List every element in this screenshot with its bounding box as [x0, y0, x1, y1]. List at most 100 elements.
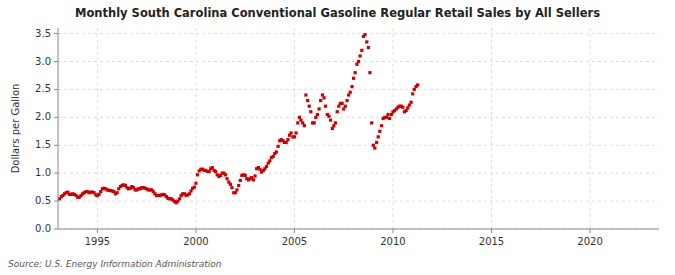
points	[58, 33, 419, 204]
point	[277, 145, 280, 148]
point	[365, 40, 368, 43]
point	[406, 106, 409, 109]
point	[358, 54, 361, 57]
y-tick-label: 1.5	[35, 139, 51, 150]
point	[370, 121, 373, 124]
y-grid-line	[58, 33, 659, 34]
point	[196, 173, 199, 176]
x-tick	[294, 229, 295, 233]
y-tick-label: 2.0	[35, 111, 51, 122]
x-grid-line	[491, 28, 492, 229]
y-tick-label: 3.0	[35, 56, 51, 67]
x-axis: 199520002005201020152020	[85, 229, 603, 247]
point	[252, 178, 255, 181]
point	[350, 85, 353, 88]
x-grid-line	[590, 28, 591, 229]
point	[349, 91, 352, 94]
point	[299, 119, 302, 122]
point	[319, 99, 322, 102]
point	[304, 93, 307, 96]
point	[390, 113, 393, 116]
point	[97, 193, 100, 196]
point	[416, 83, 419, 86]
point	[332, 124, 335, 127]
y-axis-label: Dollars per Gallon	[10, 84, 21, 174]
point	[354, 71, 357, 74]
point	[355, 63, 358, 66]
point	[347, 93, 350, 96]
point	[303, 124, 306, 127]
point	[336, 110, 339, 113]
y-tick-label: 0.5	[35, 195, 51, 206]
point	[377, 135, 380, 138]
y-axis-line	[58, 28, 59, 229]
point	[244, 174, 247, 177]
x-grid-line	[294, 28, 295, 229]
point	[337, 105, 340, 108]
point	[194, 182, 197, 185]
x-tick	[195, 229, 196, 233]
point	[235, 188, 238, 191]
y-axis: 0.00.51.01.52.02.53.03.5	[35, 28, 58, 234]
point	[331, 127, 334, 130]
x-tick-label: 2020	[577, 236, 602, 247]
point	[411, 92, 414, 95]
point	[327, 115, 330, 118]
annotation: Source: U.S. Energy Information Administ…	[8, 259, 222, 269]
point	[275, 150, 278, 153]
point	[386, 113, 389, 116]
point	[193, 186, 196, 189]
point	[225, 177, 228, 180]
point	[224, 173, 227, 176]
y-tick	[54, 201, 58, 202]
point	[99, 190, 102, 193]
point	[234, 191, 237, 194]
point	[341, 102, 344, 105]
point	[298, 116, 301, 119]
point	[208, 170, 211, 173]
point	[372, 144, 375, 147]
point	[344, 105, 347, 108]
point	[334, 121, 337, 124]
point	[324, 105, 327, 108]
point	[352, 77, 355, 80]
point	[413, 88, 416, 91]
point	[306, 99, 309, 102]
y-tick-label: 0.0	[35, 223, 51, 234]
point	[214, 170, 217, 173]
x-grid-line	[195, 28, 196, 229]
chart: 0.00.51.01.52.02.53.03.51995200020052010…	[0, 0, 675, 275]
y-tick-label: 2.5	[35, 83, 51, 94]
x-grid-line	[97, 28, 98, 229]
point	[317, 107, 320, 110]
point	[316, 113, 319, 116]
point	[239, 179, 242, 182]
point	[388, 117, 391, 120]
point	[308, 105, 311, 108]
point	[373, 146, 376, 149]
point	[345, 99, 348, 102]
point	[408, 103, 411, 106]
point	[301, 121, 304, 124]
y-tick	[54, 33, 58, 34]
x-axis-line	[58, 229, 659, 230]
point	[116, 191, 119, 194]
point	[211, 166, 214, 169]
point	[363, 33, 366, 36]
y-grid-line	[58, 229, 659, 230]
y-tick	[54, 229, 58, 230]
y-tick	[54, 145, 58, 146]
point	[253, 174, 256, 177]
point	[272, 155, 275, 158]
point	[178, 197, 181, 200]
point	[293, 135, 296, 138]
x-tick-label: 2015	[479, 236, 504, 247]
x-tick-label: 1995	[85, 236, 110, 247]
point	[188, 192, 191, 195]
x-tick-label: 2005	[282, 236, 307, 247]
point	[342, 107, 345, 110]
point	[237, 184, 240, 187]
point	[286, 138, 289, 141]
point	[329, 119, 332, 122]
point	[290, 131, 293, 134]
